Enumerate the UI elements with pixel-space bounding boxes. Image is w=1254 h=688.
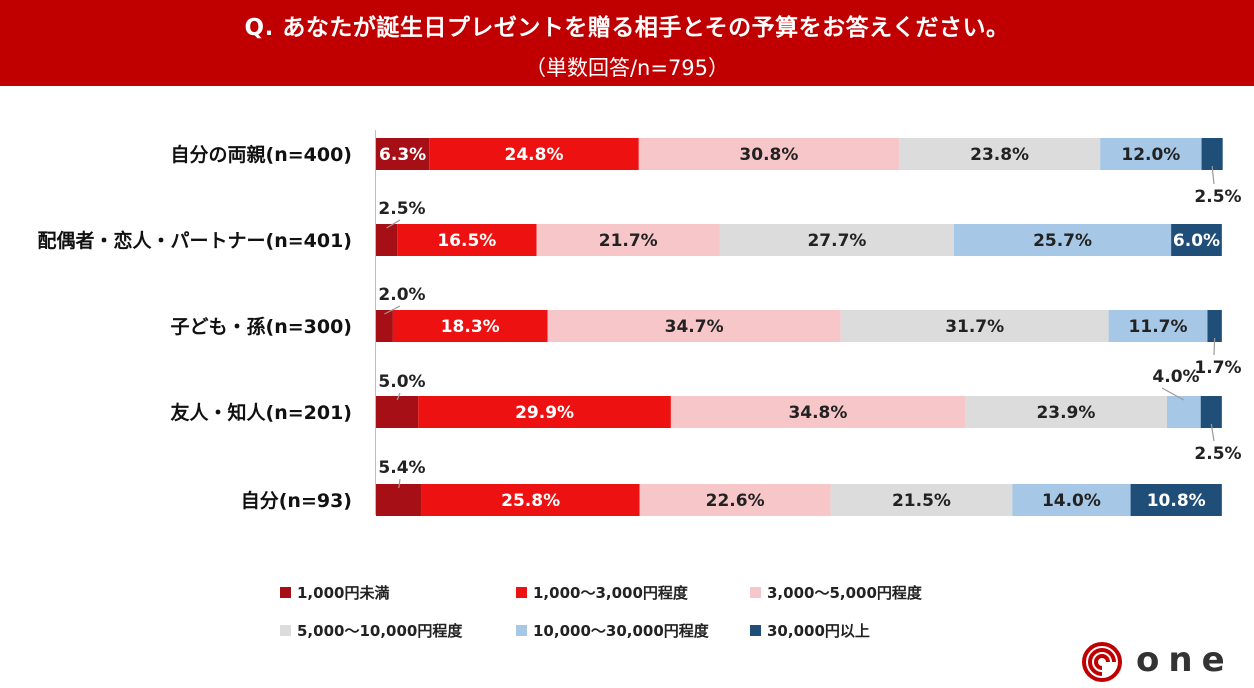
legend-swatch <box>750 624 761 636</box>
category-label: 子ども・孫(n=300) <box>171 315 352 338</box>
bar-segment <box>1012 484 1131 516</box>
bar-segment <box>639 484 831 516</box>
data-label: 24.8% <box>505 145 564 165</box>
bar-segment <box>418 396 671 428</box>
data-label: 31.7% <box>945 317 1004 337</box>
leader-line <box>1161 387 1185 401</box>
leader-line <box>386 219 401 229</box>
data-label: 29.9% <box>515 403 574 423</box>
data-label: 22.6% <box>706 491 765 511</box>
bar-segment <box>1200 396 1222 428</box>
bar-segment <box>719 224 954 256</box>
data-label: 34.7% <box>665 317 724 337</box>
chart-title: Q. あなたが誕生日プレゼントを贈る相手とその予算をお答えください。 <box>244 15 1010 41</box>
legend-swatch <box>280 586 291 598</box>
bar-segment <box>840 310 1109 342</box>
data-label: 23.8% <box>970 145 1029 165</box>
leader-line <box>1211 165 1215 185</box>
category-label: 配偶者・恋人・パートナー(n=401) <box>38 229 352 252</box>
legend-label: 1,000円未満 <box>297 583 390 602</box>
data-label: 16.5% <box>437 231 496 251</box>
chart-subtitle: （単数回答/n=795） <box>524 56 730 80</box>
data-label: 1.7% <box>1194 358 1241 378</box>
bar-segment <box>670 396 965 428</box>
bar-segment <box>547 310 841 342</box>
data-label: 6.3% <box>379 145 426 165</box>
bar-segment <box>421 484 640 516</box>
chart-header: Q. あなたが誕生日プレゼントを贈る相手とその予算をお答えください。 （単数回答… <box>0 0 1254 86</box>
leader-line <box>1210 423 1215 442</box>
bar-segment <box>964 396 1167 428</box>
bar-segment <box>1100 138 1202 170</box>
data-label: 25.7% <box>1033 231 1092 251</box>
category-label: 友人・知人(n=201) <box>171 401 352 424</box>
legend-item: 1,000～3,000円程度 <box>516 582 688 602</box>
category-label: 自分の両親(n=400) <box>171 143 352 166</box>
data-label: 4.0% <box>1152 367 1199 387</box>
data-label: 21.5% <box>892 491 951 511</box>
bar-segment <box>536 224 720 256</box>
data-label: 10.8% <box>1147 491 1206 511</box>
data-label: 30.8% <box>739 145 798 165</box>
legend-label: 5,000～10,000円程度 <box>297 621 463 640</box>
bar-segment <box>953 224 1172 256</box>
bar-segment <box>376 396 419 428</box>
logo-wordmark: one <box>1136 640 1234 680</box>
data-label: 25.8% <box>501 491 560 511</box>
bar-segment <box>376 138 430 170</box>
data-label: 23.9% <box>1036 403 1095 423</box>
legend-swatch <box>750 586 761 598</box>
bar-segment <box>1108 310 1208 342</box>
data-label: 11.7% <box>1129 317 1188 337</box>
bar-segment <box>830 484 1013 516</box>
data-label: 27.7% <box>807 231 866 251</box>
leader-line <box>396 392 401 401</box>
bar-segment <box>392 310 548 342</box>
legend-item: 3,000～5,000円程度 <box>750 582 922 602</box>
logo-mark-icon <box>1082 642 1122 682</box>
data-label: 2.5% <box>1194 444 1241 464</box>
bar-segment <box>638 138 900 170</box>
legend-label: 30,000円以上 <box>767 621 870 640</box>
data-label: 5.4% <box>378 458 425 478</box>
bar-segment <box>1201 138 1223 170</box>
data-label: 21.7% <box>599 231 658 251</box>
legend-label: 3,000～5,000円程度 <box>767 583 922 602</box>
leader-line <box>398 478 401 489</box>
bar-segment <box>376 484 422 516</box>
stacked-bar-chart: 自分の両親(n=400) 配偶者・恋人・パートナー(n=401) 子ども・孫(n=3… <box>38 130 1242 516</box>
leader-line <box>1213 337 1216 356</box>
bar-segment <box>429 138 639 170</box>
legend-label: 10,000～30,000円程度 <box>533 621 709 640</box>
data-label: 18.3% <box>441 317 500 337</box>
leader-line <box>384 305 401 315</box>
legend-item: 1,000円未満 <box>280 582 389 602</box>
category-label: 自分(n=93) <box>241 489 352 512</box>
data-label: 34.8% <box>788 403 847 423</box>
bar-segment <box>376 224 398 256</box>
legend-item: 10,000～30,000円程度 <box>516 620 709 640</box>
data-label: 14.0% <box>1042 491 1101 511</box>
legend-item: 5,000～10,000円程度 <box>280 620 462 640</box>
bar-segment <box>1171 224 1222 256</box>
bar-segment <box>1166 396 1201 428</box>
legend: 1,000円未満 1,000～3,000円程度 3,000～5,000円程度 5,00… <box>280 582 1040 646</box>
legend-item: 30,000円以上 <box>750 620 870 640</box>
bar-segment <box>397 224 537 256</box>
legend-swatch <box>516 586 527 598</box>
data-label: 6.0% <box>1173 231 1220 251</box>
legend-label: 1,000～3,000円程度 <box>533 583 688 602</box>
data-label: 2.5% <box>1194 187 1241 207</box>
legend-swatch <box>280 624 291 636</box>
brand-logo: one <box>1080 640 1230 684</box>
data-label: 2.0% <box>378 285 425 305</box>
data-label: 5.0% <box>378 372 425 392</box>
legend-swatch <box>516 624 527 636</box>
bar-segment <box>899 138 1101 170</box>
data-label: 12.0% <box>1121 145 1180 165</box>
data-label: 2.5% <box>378 199 425 219</box>
bar-segment <box>1207 310 1222 342</box>
bar-segment <box>1130 484 1222 516</box>
bar-segment <box>376 310 393 342</box>
